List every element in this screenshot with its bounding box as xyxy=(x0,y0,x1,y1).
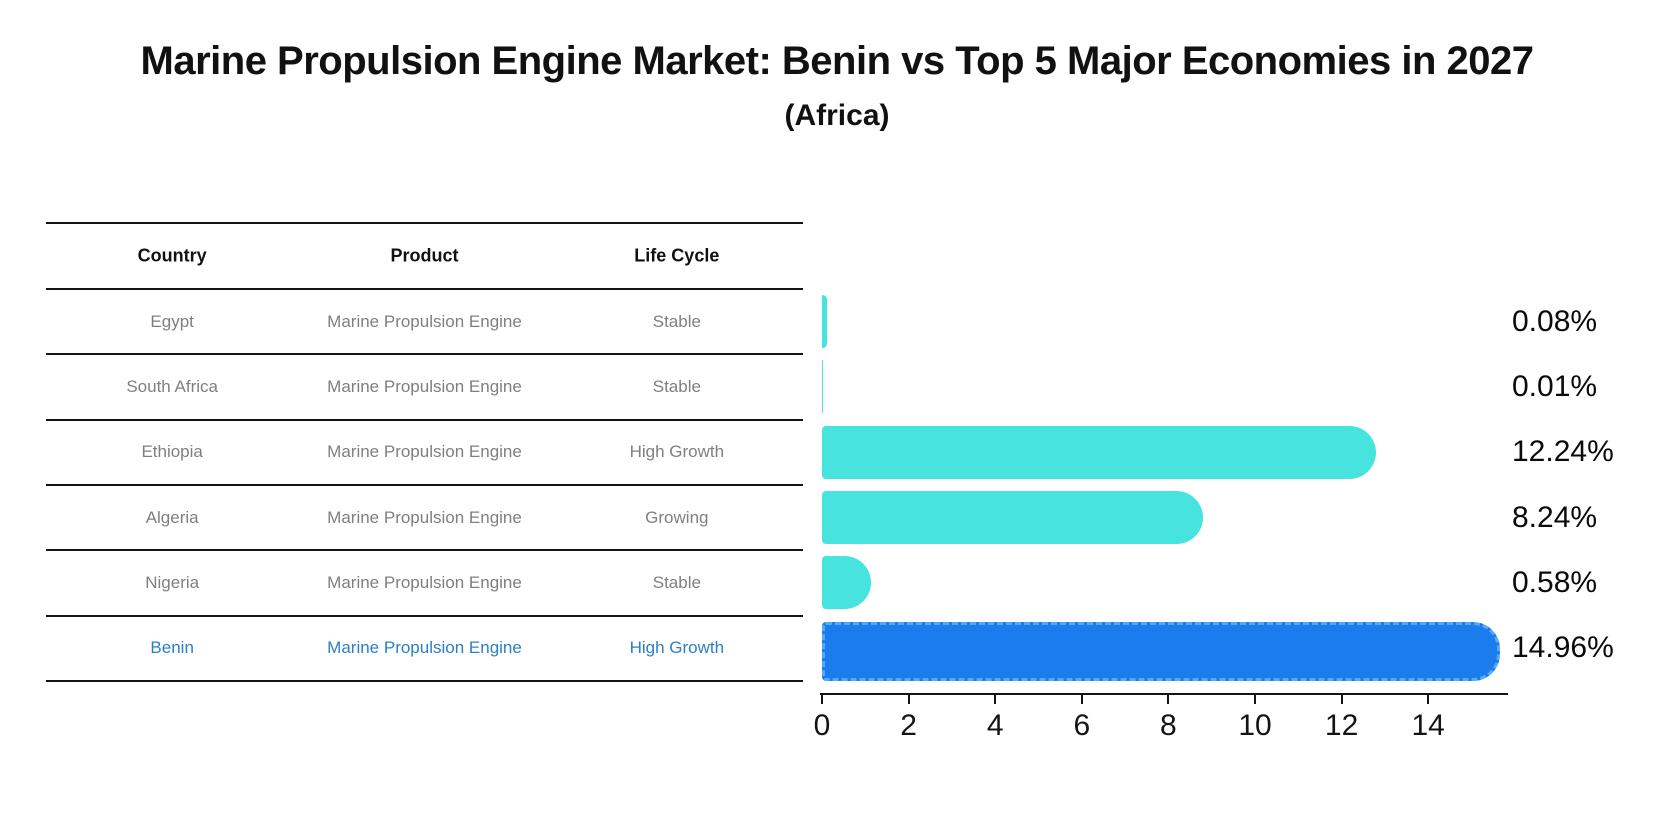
x-axis-tick xyxy=(1340,695,1343,704)
country-cell: Benin xyxy=(150,638,194,658)
table-rule xyxy=(46,483,803,486)
table-rule xyxy=(46,679,803,682)
country-cell: Egypt xyxy=(150,311,194,331)
x-axis-tick xyxy=(1254,695,1256,704)
lifecycle-cell: Stable xyxy=(652,376,701,396)
table-rule xyxy=(46,288,803,290)
bar xyxy=(822,490,1203,544)
table-rule xyxy=(46,549,803,552)
value-label: 12.24% xyxy=(1512,435,1614,469)
chart-title: Marine Propulsion Engine Market: Benin v… xyxy=(140,38,1534,83)
x-axis-tick xyxy=(994,695,997,704)
table-header-life-cycle: Life Cycle xyxy=(634,245,720,266)
x-axis-tick xyxy=(1427,695,1430,704)
bar xyxy=(822,295,828,348)
x-axis-tick-label: 4 xyxy=(986,709,1004,742)
lifecycle-cell: Stable xyxy=(652,311,701,331)
country-cell: South Africa xyxy=(126,376,218,396)
chart-subtitle: (Africa) xyxy=(784,98,890,132)
value-label: 0.58% xyxy=(1512,565,1598,599)
product-cell: Marine Propulsion Engine xyxy=(327,376,522,396)
x-axis-tick xyxy=(1167,695,1170,704)
x-axis-tick-label: 8 xyxy=(1160,709,1177,742)
bar xyxy=(822,425,1376,479)
x-axis-tick xyxy=(821,695,823,704)
country-cell: Nigeria xyxy=(145,572,200,592)
x-axis-tick-label: 6 xyxy=(1073,709,1091,742)
product-cell: Marine Propulsion Engine xyxy=(327,442,522,462)
x-axis-tick xyxy=(907,695,910,704)
lifecycle-cell: High Growth xyxy=(629,638,725,658)
x-axis-tick-label: 0 xyxy=(813,709,831,742)
table-rule xyxy=(46,353,803,356)
product-cell: Marine Propulsion Engine xyxy=(327,638,522,658)
lifecycle-cell: High Growth xyxy=(629,442,725,462)
x-axis-tick-label: 12 xyxy=(1324,709,1359,742)
bar xyxy=(822,360,824,414)
table-rule xyxy=(46,418,803,421)
value-label: 14.96% xyxy=(1512,631,1614,665)
x-axis xyxy=(820,693,1508,695)
product-cell: Marine Propulsion Engine xyxy=(327,572,522,592)
bar-benin xyxy=(822,621,1500,681)
table-header-product: Product xyxy=(390,245,459,266)
x-axis-tick xyxy=(1080,695,1083,704)
value-label: 0.01% xyxy=(1512,369,1598,403)
table-rule xyxy=(46,222,803,224)
bar xyxy=(822,556,872,610)
lifecycle-cell: Growing xyxy=(645,507,709,527)
country-cell: Algeria xyxy=(145,507,199,527)
value-label: 8.24% xyxy=(1512,500,1598,534)
table-header-country: Country xyxy=(137,245,207,266)
x-axis-tick-label: 2 xyxy=(900,709,917,742)
x-axis-tick-label: 10 xyxy=(1238,709,1272,742)
table-rule xyxy=(46,614,803,617)
value-label: 0.08% xyxy=(1512,304,1598,338)
product-cell: Marine Propulsion Engine xyxy=(327,507,522,527)
product-cell: Marine Propulsion Engine xyxy=(327,311,522,331)
x-axis-tick-label: 14 xyxy=(1411,709,1445,742)
country-cell: Ethiopia xyxy=(141,442,203,462)
lifecycle-cell: Stable xyxy=(652,572,701,592)
